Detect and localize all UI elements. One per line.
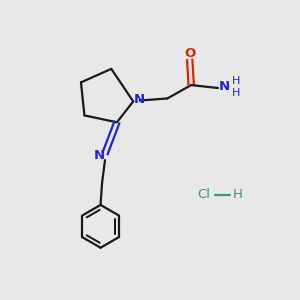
Text: H: H [232, 76, 240, 85]
Text: N: N [219, 80, 230, 93]
Text: N: N [134, 93, 145, 106]
Text: H: H [233, 188, 243, 201]
Text: O: O [184, 47, 195, 60]
Text: N: N [94, 149, 105, 162]
Text: H: H [232, 88, 240, 98]
Text: Cl: Cl [197, 188, 210, 201]
